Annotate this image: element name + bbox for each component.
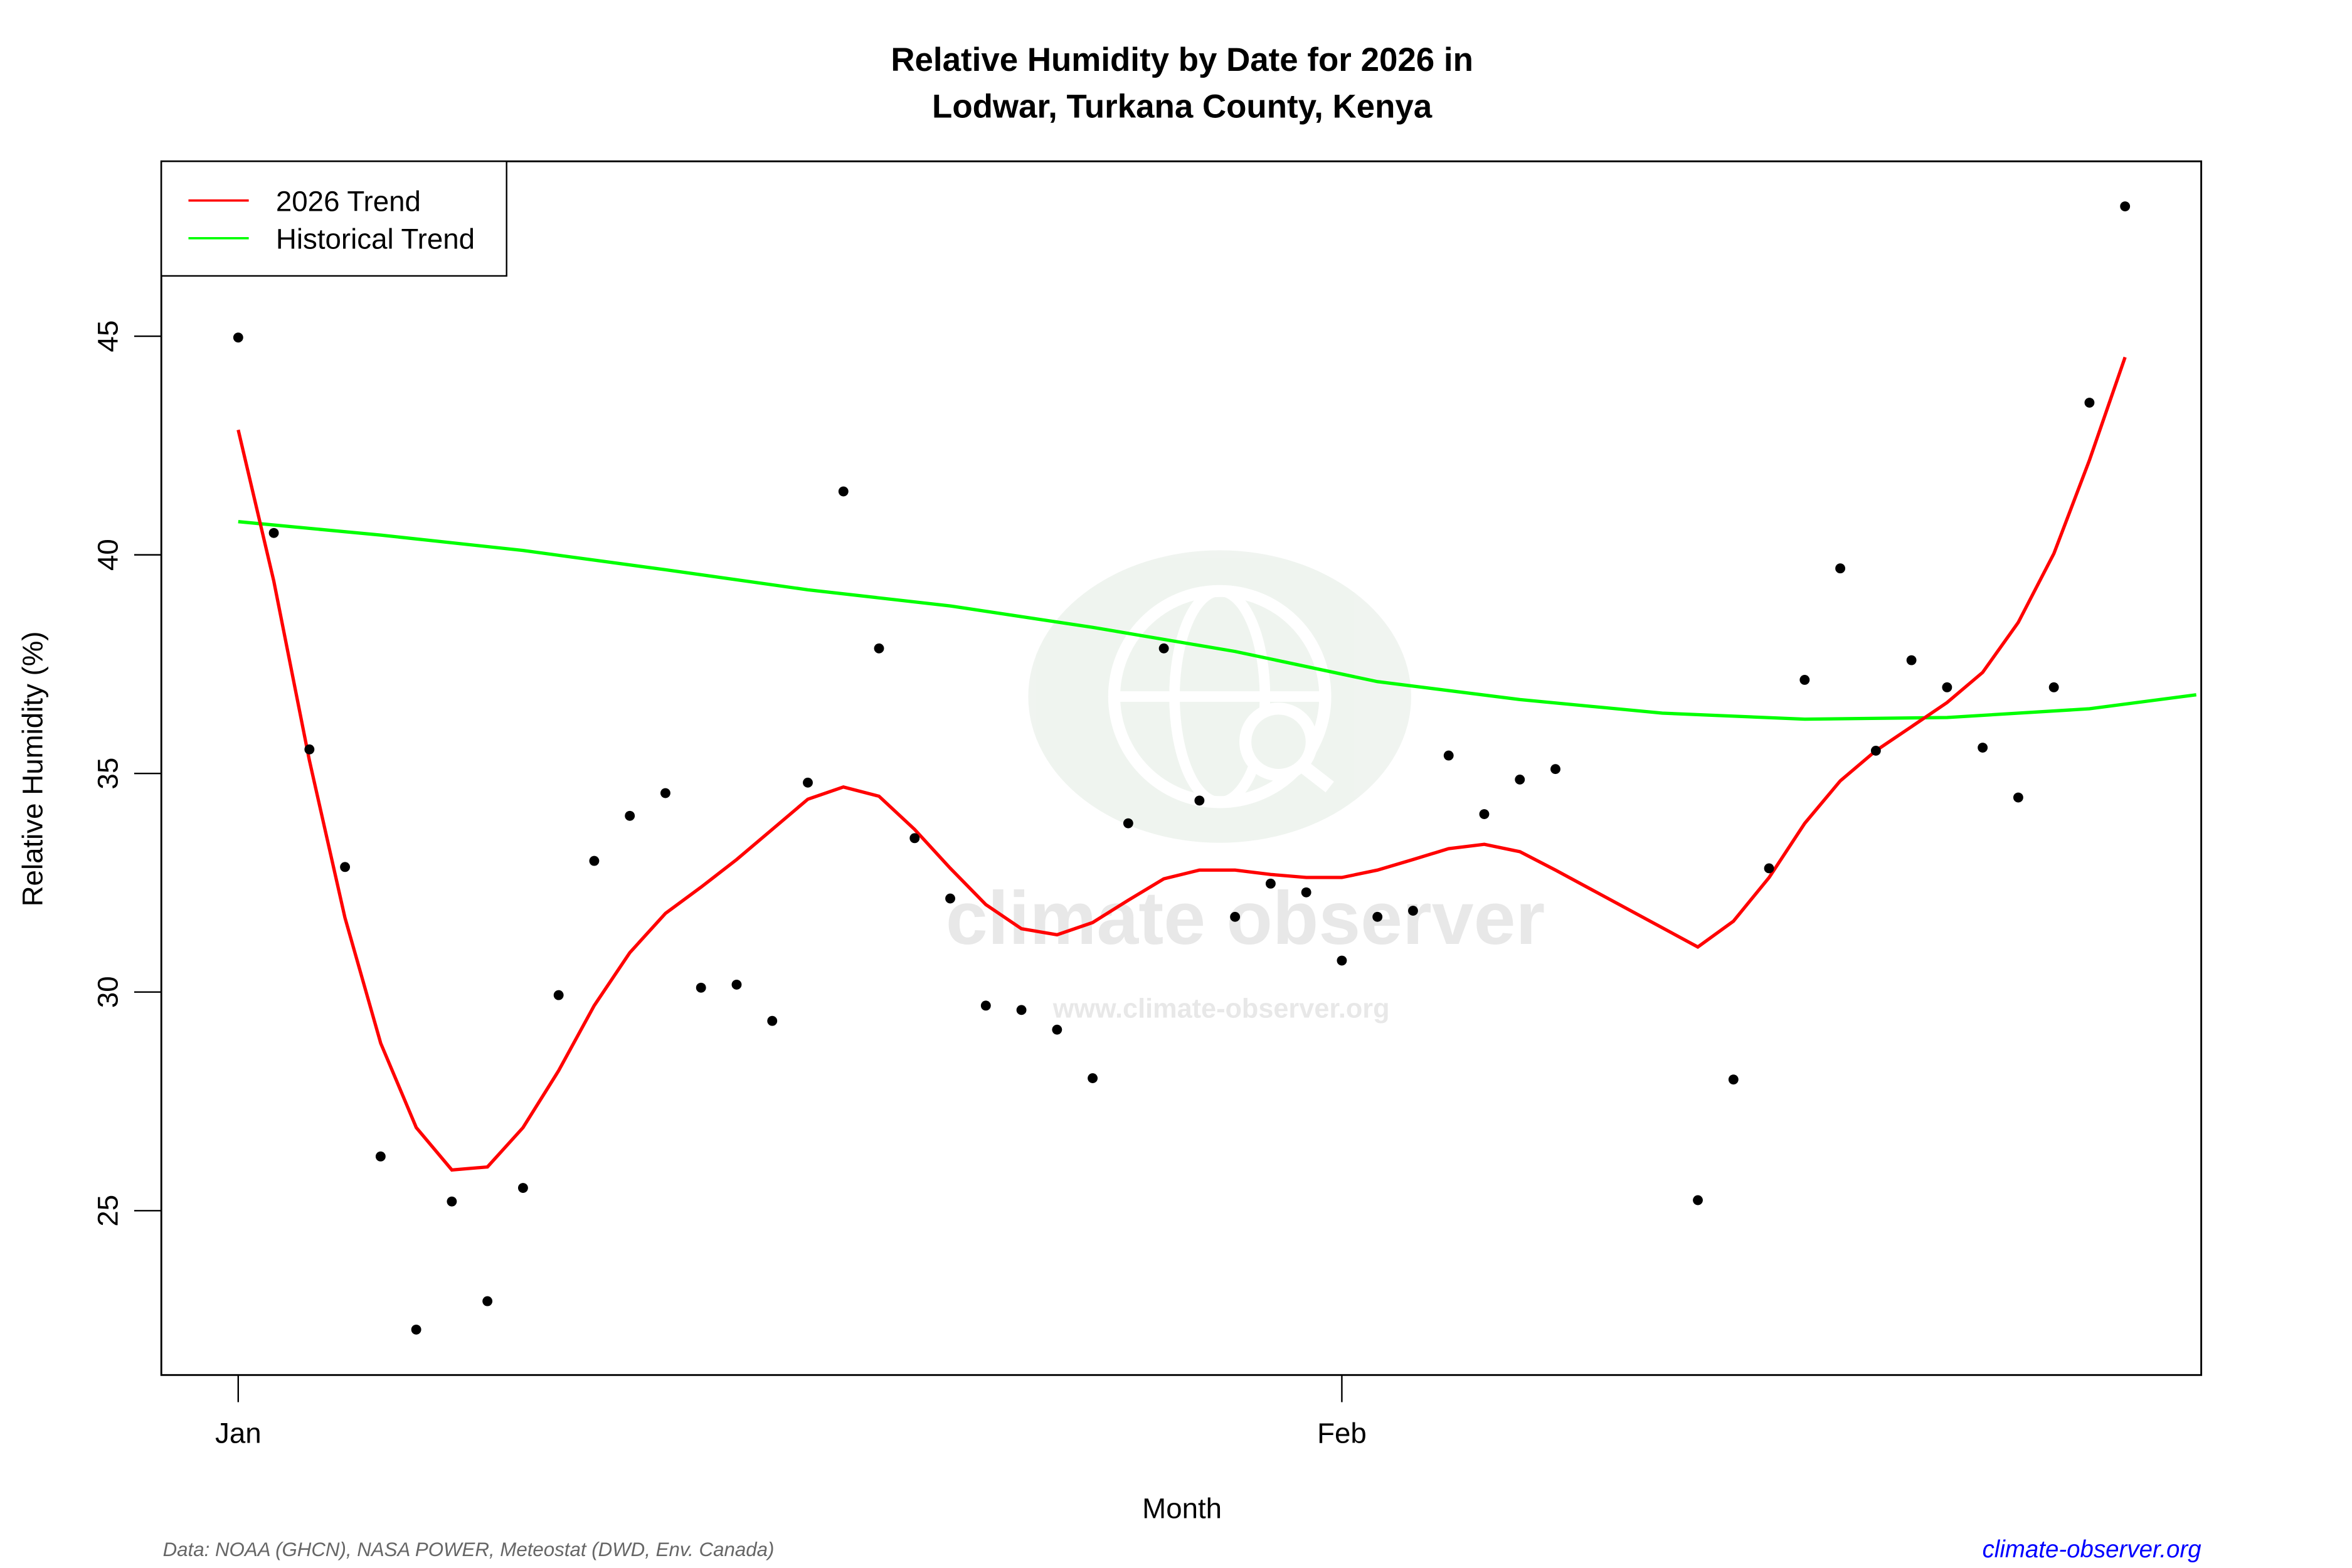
x-tick-label: Jan bbox=[215, 1417, 262, 1449]
watermark: climate observer www.climate-observer.or… bbox=[946, 550, 1545, 1024]
data-point bbox=[660, 788, 670, 798]
x-tick-label: Feb bbox=[1317, 1417, 1367, 1449]
data-point bbox=[517, 1183, 528, 1193]
data-point bbox=[1978, 743, 1988, 753]
data-point bbox=[268, 527, 279, 538]
data-point bbox=[625, 810, 635, 821]
data-source-note: Data: NOAA (GHCN), NASA POWER, Meteostat… bbox=[163, 1539, 775, 1560]
data-point bbox=[447, 1196, 457, 1207]
data-point bbox=[1942, 682, 1952, 692]
data-point bbox=[1693, 1195, 1703, 1205]
legend-box bbox=[161, 161, 507, 277]
data-point bbox=[696, 982, 706, 993]
data-point bbox=[1265, 878, 1276, 889]
data-point bbox=[1408, 906, 1418, 916]
y-axis-label: Relative Humidity (%) bbox=[16, 632, 48, 907]
data-point bbox=[874, 643, 884, 654]
data-point bbox=[1194, 795, 1205, 806]
y-tick-label: 35 bbox=[92, 758, 124, 790]
data-point bbox=[1016, 1005, 1027, 1015]
x-axis: Jan Feb bbox=[215, 1375, 1367, 1449]
legend-label-2026-trend: 2026 Trend bbox=[276, 186, 421, 218]
y-tick-label: 40 bbox=[92, 539, 124, 571]
data-point bbox=[375, 1151, 386, 1162]
series-line-2026-trend bbox=[236, 356, 2127, 1172]
watermark-url: www.climate-observer.org bbox=[1052, 994, 1390, 1024]
data-point bbox=[1764, 863, 1774, 874]
data-point bbox=[553, 990, 564, 1000]
plot-area bbox=[233, 201, 2197, 1335]
data-point bbox=[482, 1296, 493, 1306]
data-point bbox=[1088, 1073, 1098, 1083]
data-point bbox=[945, 893, 955, 904]
data-point bbox=[1337, 955, 1347, 966]
watermark-name: climate observer bbox=[946, 876, 1545, 960]
data-point bbox=[2048, 682, 2059, 692]
chart-subtitle: Lodwar, Turkana County, Kenya bbox=[932, 88, 1433, 125]
series-line-historical-trend bbox=[238, 520, 2197, 721]
y-tick-label: 30 bbox=[92, 976, 124, 1008]
site-link[interactable]: climate-observer.org bbox=[1983, 1536, 2202, 1563]
chart-title: Relative Humidity by Date for 2026 in bbox=[891, 41, 1473, 78]
data-point bbox=[1728, 1074, 1739, 1085]
data-point bbox=[767, 1015, 778, 1026]
legend: 2026 Trend Historical Trend bbox=[161, 161, 507, 277]
data-point bbox=[304, 744, 315, 755]
data-point bbox=[1550, 764, 1560, 775]
data-point bbox=[1052, 1024, 1062, 1035]
data-point bbox=[2084, 398, 2095, 408]
y-tick-label: 45 bbox=[92, 320, 124, 352]
data-point bbox=[411, 1324, 421, 1335]
data-point bbox=[1799, 675, 1810, 685]
data-point bbox=[1443, 750, 1454, 761]
data-point bbox=[1906, 655, 1917, 665]
data-point bbox=[1158, 643, 1169, 654]
data-point bbox=[980, 1000, 991, 1011]
data-point bbox=[2013, 792, 2023, 803]
data-point bbox=[803, 777, 813, 788]
y-tick-label: 25 bbox=[92, 1195, 124, 1227]
data-point bbox=[909, 833, 920, 844]
x-axis-label: Month bbox=[1142, 1493, 1222, 1525]
data-point bbox=[340, 862, 351, 872]
data-point bbox=[2120, 201, 2131, 211]
data-point bbox=[731, 979, 742, 990]
plot-frame bbox=[160, 160, 2203, 1376]
data-point bbox=[1230, 911, 1241, 922]
data-point bbox=[233, 332, 243, 343]
y-axis: 25 30 35 40 45 bbox=[92, 320, 162, 1227]
data-point bbox=[1870, 745, 1881, 756]
data-point bbox=[838, 486, 849, 497]
data-point bbox=[1835, 563, 1846, 574]
data-point bbox=[1301, 887, 1311, 898]
data-point bbox=[1515, 775, 1525, 785]
data-point bbox=[1479, 809, 1490, 819]
legend-label-historical-trend: Historical Trend bbox=[276, 223, 475, 255]
data-point bbox=[589, 856, 600, 866]
data-point bbox=[1123, 818, 1133, 829]
data-point bbox=[1372, 911, 1383, 922]
